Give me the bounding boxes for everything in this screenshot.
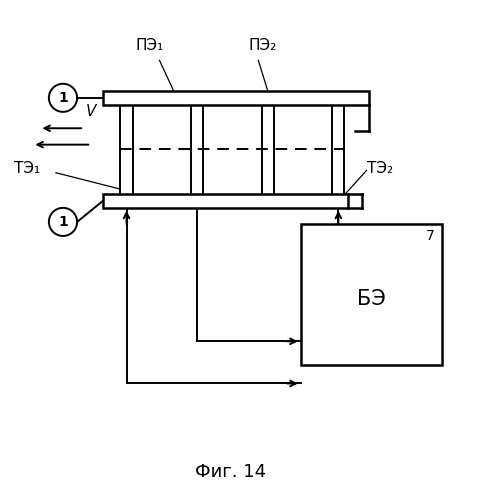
Text: V: V <box>86 104 96 119</box>
Bar <box>103 194 348 208</box>
Text: Фиг. 14: Фиг. 14 <box>194 464 266 481</box>
Bar <box>301 224 442 364</box>
Text: ТЭ₁: ТЭ₁ <box>13 160 40 176</box>
Text: 7: 7 <box>426 229 435 243</box>
Text: 1: 1 <box>58 91 68 105</box>
Text: БЭ: БЭ <box>357 289 386 309</box>
Text: ПЭ₁: ПЭ₁ <box>136 38 164 54</box>
Text: ПЭ₂: ПЭ₂ <box>249 38 277 54</box>
Text: 1: 1 <box>58 215 68 229</box>
Bar <box>103 91 369 105</box>
Text: ТЭ₂: ТЭ₂ <box>366 160 393 176</box>
